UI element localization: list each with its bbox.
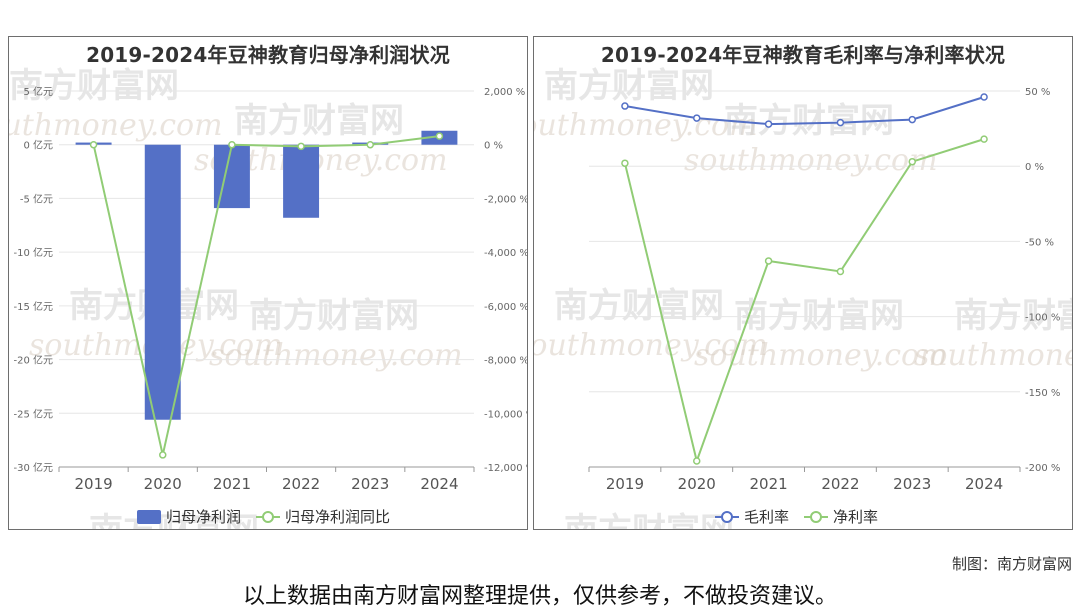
x-tick-label: 2021: [749, 475, 787, 493]
watermark-text: southmoney.com: [9, 108, 223, 143]
x-tick-label: 2022: [821, 475, 859, 493]
line-point: [621, 102, 629, 110]
y-tick-label: -10 亿元: [13, 246, 53, 259]
x-tick-label: 2024: [965, 475, 1003, 493]
x-tick-label: 2024: [420, 475, 458, 493]
line-point: [159, 451, 167, 459]
legend[interactable]: 毛利率 净利率: [715, 508, 878, 526]
line-series: [92, 135, 440, 456]
x-tick-label: 2020: [144, 475, 182, 493]
chart-title: 2019-2024年豆神教育归母净利润状况: [86, 43, 450, 67]
x-tick-label: 2019: [606, 475, 644, 493]
line-point: [764, 257, 773, 265]
y-tick-label: -50 %: [1025, 237, 1054, 248]
line-point: [435, 132, 444, 140]
y-right-tick-label: 2,000 %: [484, 87, 525, 98]
x-tick-label: 2021: [213, 475, 251, 493]
legend-label: 毛利率: [744, 508, 789, 526]
watermark-text: 南方财富网: [564, 511, 734, 530]
y-right-tick-label: -12,000 %: [484, 463, 528, 474]
y-right-tick-label: -4,000 %: [484, 248, 528, 259]
watermark-text: 南方财富网: [249, 296, 419, 336]
line-point: [621, 159, 629, 167]
line-point: [366, 140, 374, 149]
line-point: [908, 115, 916, 124]
y-right-tick-label: -8,000 %: [484, 356, 528, 367]
legend[interactable]: 归母净利润 归母净利润同比: [137, 508, 390, 526]
y-tick-label: -100 %: [1025, 313, 1060, 324]
margin-chart: 南方财富网southmoney.com南方财富网southmoney.com南方…: [534, 66, 1073, 530]
legend-item[interactable]: 归母净利润同比: [256, 508, 390, 526]
y-tick-label: -20 亿元: [13, 354, 53, 367]
legend-swatch-marker: [810, 511, 822, 523]
watermark-text: 南方财富网: [234, 101, 404, 141]
watermark-text: southmoney.com: [534, 108, 758, 143]
legend-swatch: [137, 510, 161, 524]
watermark-text: 南方财富网: [734, 296, 904, 336]
y-right-tick-label: -10,000 %: [484, 409, 528, 420]
y-tick-label: -5 亿元: [20, 192, 53, 205]
margin-chart-panel: 2019-2024年豆神教育毛利率与净利率状况 南方财富网southmoney.…: [533, 36, 1073, 530]
y-tick-label: 0 亿元: [23, 139, 53, 152]
chart-title: 2019-2024年豆神教育毛利率与净利率状况: [600, 43, 1006, 67]
watermark-text: southmoney.com: [534, 328, 768, 363]
legend-label: 归母净利润同比: [285, 508, 390, 526]
line-point: [764, 120, 773, 128]
watermark-text: 南方财富网: [89, 511, 259, 530]
y-tick-label: -200 %: [1025, 463, 1060, 474]
watermark-text: southmoney.com: [914, 338, 1073, 373]
y-tick-label: -25 亿元: [13, 407, 53, 420]
watermark: 南方财富网southmoney.com南方财富网southmoney.com南方…: [9, 66, 463, 530]
net-profit-chart: 南方财富网southmoney.com南方财富网southmoney.com南方…: [9, 66, 528, 530]
net-profit-chart-panel: 2019-2024年豆神教育归母净利润状况 南方财富网southmoney.co…: [8, 36, 528, 530]
y-tick-label: 0 %: [1025, 162, 1044, 173]
watermark: 南方财富网southmoney.com南方财富网southmoney.com南方…: [534, 66, 1073, 530]
line-point: [980, 93, 988, 101]
y-tick-label: 50 %: [1025, 87, 1050, 98]
y-tick-label: -150 %: [1025, 388, 1060, 399]
y-right-tick-label: -6,000 %: [484, 302, 528, 313]
y-right-tick-label: 0 %: [484, 141, 503, 152]
y-tick-label: -15 亿元: [13, 300, 53, 313]
line-point: [297, 142, 305, 151]
watermark-text: southmoney.com: [694, 338, 948, 373]
legend-label: 归母净利润: [166, 508, 241, 526]
watermark-text: southmoney.com: [209, 338, 463, 373]
x-tick-label: 2023: [893, 475, 931, 493]
line-series: [623, 138, 985, 465]
x-tick-label: 2022: [282, 475, 320, 493]
y-right-tick-label: -2,000 %: [484, 194, 528, 205]
legend-swatch-marker: [721, 511, 733, 523]
line-series: [624, 96, 985, 126]
bar-series: [75, 130, 458, 420]
legend-label: 净利率: [833, 508, 878, 526]
line-point: [836, 267, 845, 276]
watermark-text: 南方财富网: [554, 286, 724, 326]
watermark-text: 南方财富网: [544, 66, 714, 106]
disclaimer: 以上数据由南方财富网整理提供，仅供参考，不做投资建议。: [242, 584, 837, 609]
line-point: [693, 457, 701, 465]
legend-item[interactable]: 归母净利润: [137, 508, 241, 526]
legend-item[interactable]: 净利率: [804, 508, 878, 526]
line-point: [980, 135, 988, 143]
bar: [144, 144, 181, 420]
bar: [283, 144, 320, 218]
watermark-text: 南方财富网: [954, 296, 1073, 336]
line-point: [836, 118, 845, 127]
y-tick-label: -30 亿元: [13, 461, 53, 474]
legend-item[interactable]: 毛利率: [715, 508, 789, 526]
line-point: [228, 140, 236, 149]
x-tick-label: 2023: [351, 475, 389, 493]
watermark-text: southmoney.com: [684, 143, 938, 178]
footer-credit: 制图：南方财富网: [951, 555, 1072, 573]
y-tick-label: 5 亿元: [23, 85, 53, 98]
line-point: [89, 140, 98, 149]
watermark-text: 南方财富网: [9, 66, 179, 106]
x-tick-label: 2019: [74, 475, 112, 493]
line-point: [908, 157, 916, 166]
line-point: [693, 114, 701, 122]
x-tick-label: 2020: [678, 475, 716, 493]
legend-swatch-marker: [262, 511, 274, 523]
